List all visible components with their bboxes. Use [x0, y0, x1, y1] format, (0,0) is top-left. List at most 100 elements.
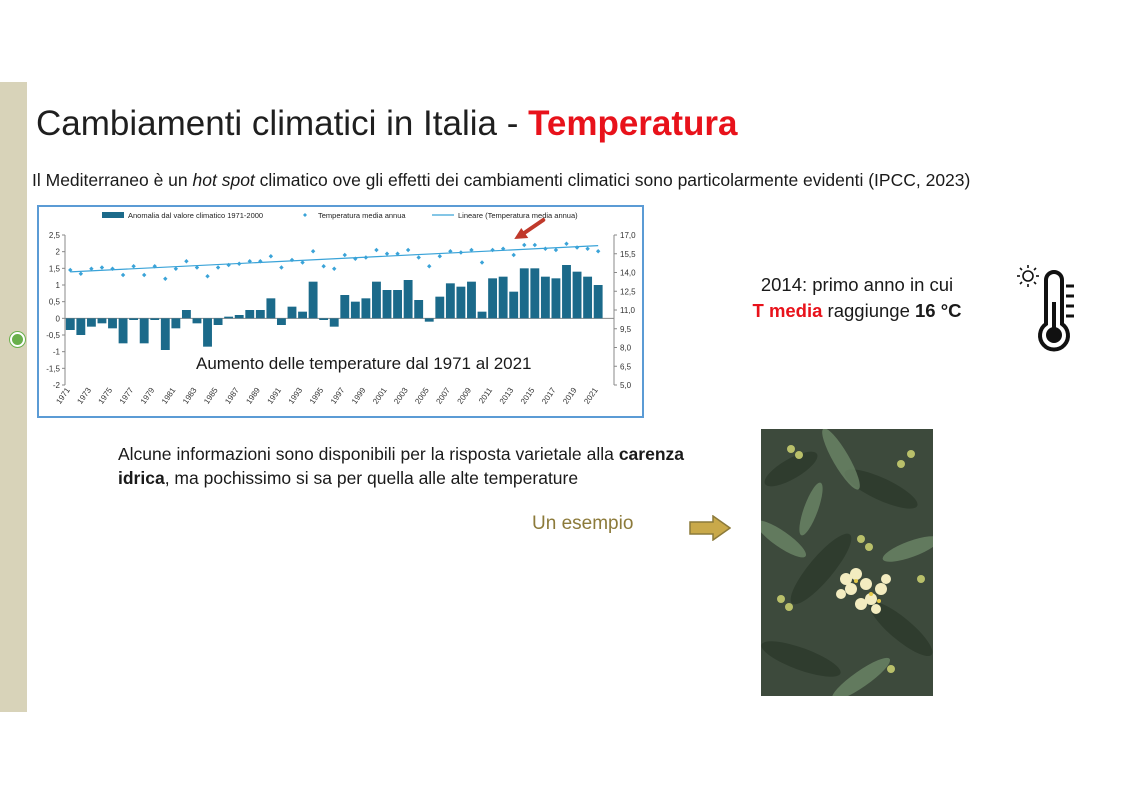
- anomaly-bar: [139, 318, 149, 344]
- subtitle-part1: Il Mediterraneo è un: [32, 170, 193, 190]
- sidebar-band: [0, 82, 27, 712]
- anomaly-bar: [171, 318, 181, 329]
- x-tick-label: 1985: [202, 386, 220, 406]
- annotation-arrow-shaft: [519, 218, 546, 237]
- anomaly-bar: [340, 295, 350, 319]
- anomaly-bar: [509, 291, 519, 319]
- anomaly-bar: [382, 290, 392, 319]
- right-arrow-icon: [689, 514, 732, 546]
- y-right-tick-label: 14,0: [620, 269, 636, 278]
- temperature-point: [205, 274, 210, 279]
- anomaly-bar: [76, 318, 86, 335]
- anomaly-bar: [350, 301, 360, 319]
- temperature-point: [89, 266, 94, 271]
- para-bold: carenza idrica: [118, 444, 684, 488]
- temperature-point: [131, 264, 136, 269]
- anomaly-bar: [266, 298, 276, 319]
- x-tick-label: 2017: [540, 386, 558, 406]
- y-left-tick-label: 0: [56, 314, 61, 323]
- y-left-tick-label: 0,5: [49, 298, 61, 307]
- temperature-point: [405, 247, 411, 253]
- x-tick-label: 1997: [329, 386, 347, 406]
- anomaly-bar: [477, 311, 487, 319]
- para-part2: , ma pochissimo si sa per quella alle al…: [164, 468, 579, 488]
- y-right-tick-label: 17,0: [620, 231, 636, 240]
- anomaly-bar: [519, 268, 529, 319]
- anomaly-bar: [361, 298, 371, 319]
- anomaly-bar: [203, 318, 212, 347]
- x-tick-label: 1977: [118, 386, 136, 406]
- y-left-tick-label: -2: [53, 381, 61, 390]
- anomaly-bar: [181, 310, 191, 319]
- temperature-point: [543, 246, 548, 251]
- subtitle: Il Mediterraneo è un hot spot climatico …: [32, 170, 970, 191]
- sun-icon: [1017, 265, 1039, 287]
- y-right-tick-label: 6,5: [620, 362, 632, 371]
- anomaly-bar: [530, 268, 540, 319]
- subtitle-part2: climatico ove gli effetti dei cambiament…: [254, 170, 971, 190]
- temperature-point: [184, 259, 189, 264]
- temperature-point: [595, 249, 601, 254]
- anomaly-bar: [160, 318, 170, 350]
- temperature-point: [437, 254, 442, 259]
- x-tick-label: 1979: [139, 386, 157, 406]
- anomaly-bar: [319, 318, 329, 320]
- temperature-point: [163, 276, 168, 281]
- anomaly-bar: [224, 316, 234, 319]
- anomaly-bar: [97, 318, 107, 324]
- example-label: Un esempio: [532, 513, 634, 534]
- temperature-point: [99, 265, 105, 270]
- info-box: 2014: primo anno in cui T media raggiung…: [729, 272, 985, 324]
- anomaly-bar: [372, 281, 381, 319]
- anomaly-bar: [403, 280, 413, 319]
- info-paragraph: Alcune informazioni sono disponibili per…: [118, 442, 684, 490]
- anomaly-bar: [298, 311, 307, 319]
- title-main: Cambiamenti climatici in Italia -: [36, 104, 529, 143]
- temperature-point: [321, 264, 326, 269]
- temperature-point: [215, 265, 221, 270]
- anomaly-bar: [435, 296, 445, 319]
- anomaly-bar: [467, 281, 476, 319]
- info-line2: T media raggiunge 16 °C: [729, 298, 985, 324]
- legend-label-trend: Lineare (Temperatura media annua): [458, 211, 578, 220]
- temperature-point: [479, 260, 485, 265]
- chart-svg: 2,5 2 1,5 1 0,5 0 -0,5 -1 -1,5 -2 17,0 15,5 14,0 12,5…: [46, 211, 636, 406]
- temperature-point: [110, 266, 115, 271]
- temperature-point: [226, 262, 231, 268]
- anomaly-bar: [255, 310, 265, 319]
- trend-line: [70, 245, 599, 273]
- slide-indicator-dot: [10, 332, 25, 347]
- y-left-tick-label: -1,5: [46, 364, 60, 373]
- temperature-point: [173, 266, 179, 271]
- temperature-point: [289, 257, 295, 263]
- anomaly-bar: [213, 318, 223, 325]
- x-tick-label: 2013: [498, 386, 516, 406]
- x-tick-label: 1987: [223, 386, 241, 406]
- legend-swatch-bar: [102, 212, 124, 218]
- temperature-point: [68, 267, 73, 273]
- temperature-point: [194, 265, 200, 270]
- anomaly-bar: [551, 278, 561, 319]
- anomaly-bar: [424, 318, 434, 322]
- chart-caption: Aumento delle temperature dal 1971 al 20…: [192, 354, 536, 374]
- x-tick-label: 2015: [519, 386, 537, 406]
- x-tick-label: 1999: [350, 386, 368, 406]
- anomaly-bar: [456, 286, 466, 319]
- anomaly-bar: [234, 315, 244, 319]
- legend-label-anomaly: Anomalia dal valore climatico 1971-2000: [128, 211, 263, 220]
- temperature-point: [279, 265, 284, 270]
- x-tick-label: 2021: [582, 386, 600, 406]
- x-tick-label: 1989: [244, 386, 262, 406]
- temperature-point: [310, 249, 316, 254]
- y-left-tick-label: 1,5: [49, 264, 61, 273]
- anomaly-bar: [414, 300, 424, 319]
- anomaly-bar: [329, 318, 339, 327]
- temperature-point: [427, 264, 432, 269]
- anomaly-bar: [562, 265, 571, 319]
- temperature-point: [363, 255, 369, 260]
- temperature-point: [300, 260, 305, 265]
- anomaly-bar: [245, 310, 255, 319]
- anomaly-bar: [308, 281, 318, 319]
- annotation-arrow-head: [514, 228, 529, 239]
- thermometer-icon: [1012, 262, 1082, 359]
